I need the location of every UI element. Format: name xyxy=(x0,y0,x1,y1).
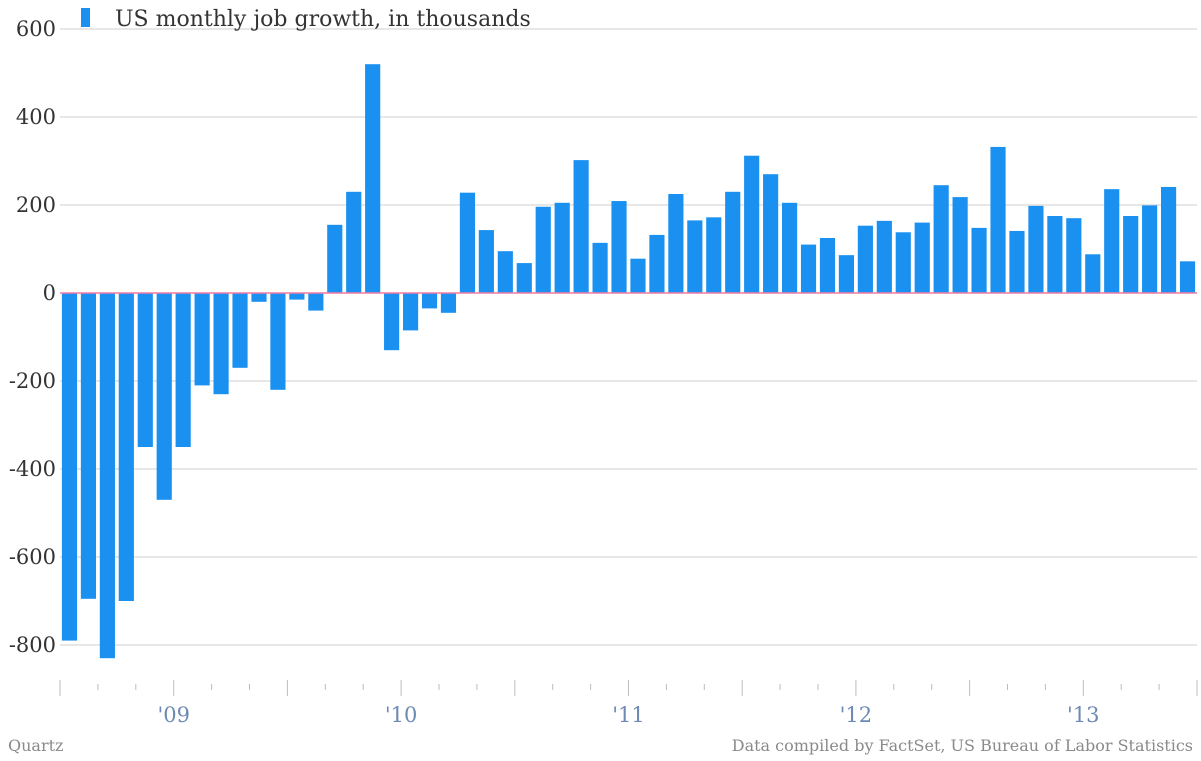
bar xyxy=(1160,186,1177,293)
y-tick-label: 200 xyxy=(16,193,56,217)
y-tick-label: -800 xyxy=(9,633,56,657)
credit-publisher: Quartz xyxy=(8,736,64,755)
bar xyxy=(61,293,78,641)
y-tick-label: -200 xyxy=(9,369,56,393)
bar xyxy=(232,293,248,368)
bar xyxy=(365,64,381,293)
bar xyxy=(440,293,457,313)
bar xyxy=(535,206,551,293)
bar xyxy=(213,293,229,395)
bar xyxy=(800,244,817,293)
bar xyxy=(744,155,760,293)
bar xyxy=(194,293,210,386)
bar xyxy=(933,185,949,293)
bar xyxy=(1179,261,1196,293)
bar xyxy=(175,293,191,447)
bar xyxy=(289,293,305,300)
bar xyxy=(857,225,873,293)
bar xyxy=(384,293,400,351)
bar xyxy=(80,293,96,599)
bar xyxy=(1047,216,1063,293)
bar xyxy=(630,258,646,293)
bar xyxy=(1028,205,1044,293)
bar xyxy=(327,224,343,293)
bar xyxy=(1085,254,1101,293)
bar xyxy=(611,201,627,293)
gridlines xyxy=(60,28,1197,646)
bar xyxy=(421,293,438,309)
x-tick-label: '09 xyxy=(157,703,190,727)
x-tick-label: '10 xyxy=(385,703,418,727)
bar xyxy=(782,202,798,293)
bar xyxy=(838,255,854,293)
bar xyxy=(156,293,172,500)
bars xyxy=(61,64,1196,659)
bar xyxy=(952,197,968,293)
bar xyxy=(573,160,589,293)
legend-label: US monthly job growth, in thousands xyxy=(115,7,531,32)
bar xyxy=(1142,205,1158,293)
x-tick-label: '12 xyxy=(840,703,873,727)
bar xyxy=(137,293,153,447)
bar xyxy=(516,263,532,293)
bar xyxy=(668,194,684,293)
x-tick-label: '13 xyxy=(1067,703,1100,727)
y-tick-label: 600 xyxy=(16,17,56,41)
legend-swatch xyxy=(81,8,90,27)
bar xyxy=(459,192,475,293)
bar xyxy=(763,174,779,293)
y-tick-label: -400 xyxy=(9,457,56,481)
y-tick-label: 400 xyxy=(16,105,56,129)
bar xyxy=(592,242,608,293)
bar xyxy=(554,202,570,293)
bar xyxy=(118,293,134,601)
bar xyxy=(1066,218,1082,293)
bar xyxy=(819,238,836,293)
x-axis: '09 '10 '11 '12 '13 xyxy=(59,680,1198,727)
bar xyxy=(1009,230,1025,293)
bar xyxy=(346,191,362,293)
bar xyxy=(914,222,930,293)
bar xyxy=(99,293,115,659)
bar xyxy=(725,191,741,293)
y-axis-tick-labels: 600 400 200 0 -200 -400 -600 -800 xyxy=(9,17,56,657)
bar xyxy=(478,230,494,293)
bar xyxy=(971,227,987,293)
bar xyxy=(497,251,513,293)
bar xyxy=(876,220,892,293)
bar xyxy=(251,293,267,302)
bar xyxy=(1123,216,1139,293)
bar xyxy=(990,146,1006,293)
bar xyxy=(1104,189,1120,293)
legend: US monthly job growth, in thousands xyxy=(81,7,531,32)
y-tick-label: -600 xyxy=(9,545,56,569)
bar xyxy=(687,220,703,293)
bar xyxy=(649,234,665,293)
credit-source: Data compiled by FactSet, US Bureau of L… xyxy=(731,736,1193,755)
bar xyxy=(895,232,911,293)
bar xyxy=(402,293,419,331)
bar xyxy=(270,293,286,390)
bar xyxy=(308,293,324,311)
bar xyxy=(706,217,722,293)
x-tick-label: '11 xyxy=(612,703,645,727)
y-tick-label: 0 xyxy=(43,281,56,305)
